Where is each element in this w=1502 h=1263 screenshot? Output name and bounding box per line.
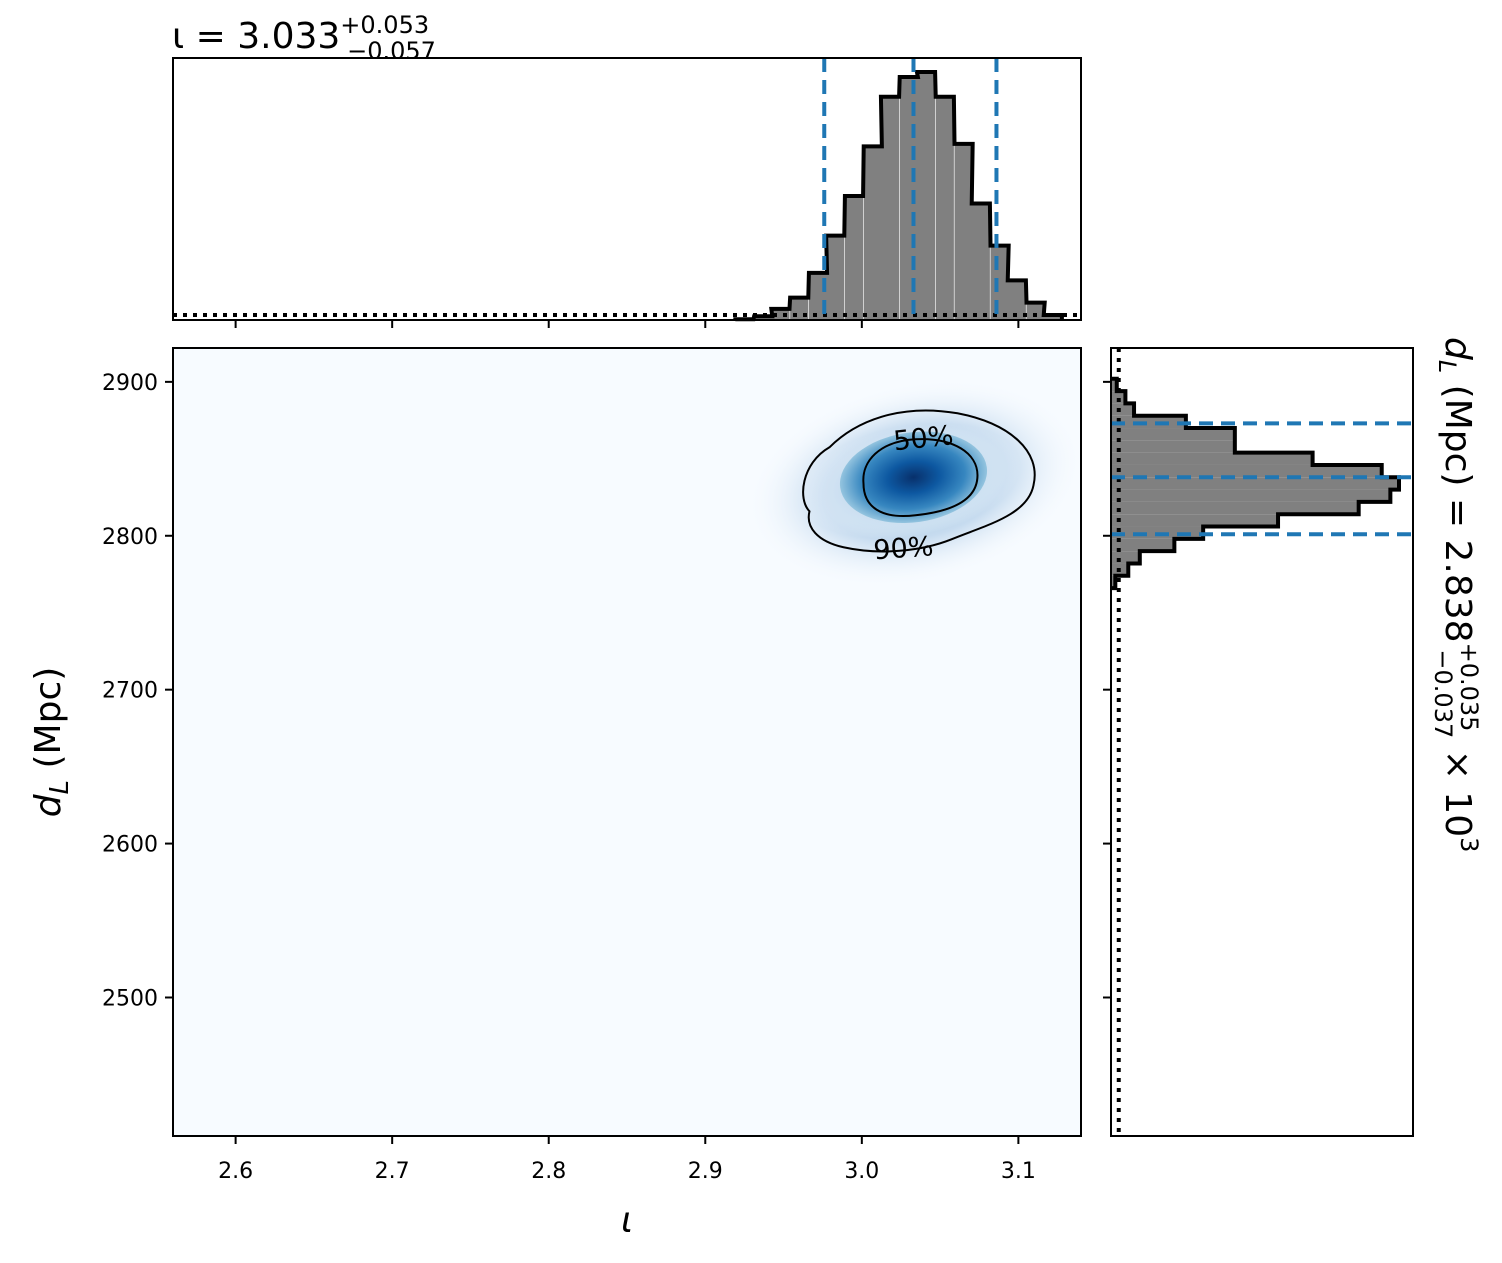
right-hist-bar bbox=[1111, 391, 1126, 404]
right-title-sup: +0.035 bbox=[1455, 643, 1483, 732]
top-hist-bar bbox=[990, 245, 1009, 320]
right-title-mid: (Mpc) = 2.838 bbox=[1437, 373, 1478, 642]
right-panel-frame bbox=[1110, 347, 1414, 1137]
right-title-exp: 3 bbox=[1455, 837, 1483, 852]
x-axis-label: ι bbox=[621, 1200, 633, 1241]
top-hist-bar bbox=[935, 96, 954, 320]
top-histogram-panel bbox=[172, 57, 1082, 328]
top-hist-bar bbox=[844, 196, 864, 320]
right-hist-bar bbox=[1111, 440, 1235, 453]
contour-label-50: 50% bbox=[892, 420, 955, 457]
right-title-sub: −0.037 bbox=[1429, 649, 1457, 738]
right-title: dL (Mpc) = 2.838+0.035−0.037 × 103 bbox=[1429, 337, 1483, 852]
right-title-prefix: d bbox=[1437, 337, 1478, 361]
y-axis-label-main: d bbox=[28, 793, 69, 817]
top-hist-bar bbox=[916, 72, 936, 320]
right-hist-bar bbox=[1111, 403, 1135, 416]
main-x-ticks: 2.6 2.7 2.8 2.9 3.0 3.1 bbox=[218, 1136, 1036, 1184]
y-axis-label: dL (Mpc) bbox=[28, 667, 75, 818]
right-title-prefix-sub: L bbox=[1433, 360, 1461, 373]
main-x-tick-label: 2.8 bbox=[531, 1159, 566, 1184]
right-hist-bar bbox=[1111, 501, 1359, 515]
top-hist-bar bbox=[1043, 315, 1062, 320]
top-hist-bar bbox=[863, 146, 882, 320]
right-hist-bar bbox=[1111, 489, 1391, 502]
top-histogram-bars bbox=[173, 58, 1081, 322]
main-y-tick-label: 2700 bbox=[102, 679, 158, 704]
top-hist-bar bbox=[1026, 302, 1045, 320]
contour-50 bbox=[862, 438, 979, 518]
right-histogram-bars bbox=[1111, 348, 1413, 1136]
contour-label-90: 90% bbox=[872, 531, 934, 566]
contour-90 bbox=[802, 409, 1036, 553]
right-hist-bar bbox=[1111, 575, 1116, 589]
main-x-tick-label: 2.7 bbox=[375, 1159, 410, 1184]
top-title-sup: +0.053 bbox=[340, 11, 429, 39]
main-y-tick-label: 2900 bbox=[102, 371, 158, 396]
main-x-tick-label: 3.0 bbox=[844, 1159, 879, 1184]
top-panel-frame bbox=[172, 57, 1082, 321]
right-hist-bar bbox=[1111, 464, 1382, 478]
main-y-ticks: 2500 2600 2700 2800 2900 bbox=[102, 371, 173, 1011]
right-histogram-panel bbox=[1103, 347, 1414, 1137]
joint-panel-frame bbox=[172, 347, 1082, 1137]
y-axis-label-rest: (Mpc) bbox=[28, 667, 69, 780]
right-hist-bar bbox=[1111, 538, 1175, 552]
right-hist-bar bbox=[1111, 428, 1235, 441]
top-hist-bar bbox=[880, 96, 900, 320]
top-hist-bar bbox=[1007, 280, 1026, 320]
right-hist-bar bbox=[1111, 452, 1313, 465]
top-x-ticks bbox=[234, 320, 1020, 328]
top-hist-bar bbox=[954, 143, 973, 320]
right-hist-bar bbox=[1111, 378, 1117, 392]
joint-panel: 50% 90% 2.6 2.7 2.8 2.9 3.0 3.1 2500 2600 2700 28… bbox=[102, 347, 1083, 1184]
top-title-prefix: ι = 3.033 bbox=[172, 16, 340, 57]
top-title: ι = 3.033+0.053 −0.057 bbox=[172, 11, 436, 65]
main-y-tick-label: 2600 bbox=[102, 833, 158, 858]
top-hist-bar bbox=[826, 235, 845, 320]
right-y-ticks bbox=[1103, 380, 1111, 999]
y-axis-label-sub: L bbox=[45, 780, 75, 795]
main-y-tick-label: 2800 bbox=[102, 525, 158, 550]
main-y-tick-label: 2500 bbox=[102, 986, 158, 1011]
top-hist-outline bbox=[733, 70, 1064, 322]
main-x-tick-label: 2.9 bbox=[688, 1159, 723, 1184]
main-x-tick-label: 2.6 bbox=[218, 1159, 253, 1184]
top-hist-bar bbox=[771, 308, 790, 320]
right-hist-outline bbox=[1111, 376, 1401, 591]
density-core bbox=[839, 431, 988, 524]
top-hist-bar bbox=[971, 203, 990, 320]
right-title-suffix: × 10 bbox=[1437, 738, 1478, 837]
contours: 50% 90% bbox=[802, 409, 1036, 566]
main-x-tick-label: 3.1 bbox=[1001, 1159, 1036, 1184]
right-hist-bar bbox=[1111, 514, 1279, 527]
right-hist-bar bbox=[1111, 477, 1399, 490]
